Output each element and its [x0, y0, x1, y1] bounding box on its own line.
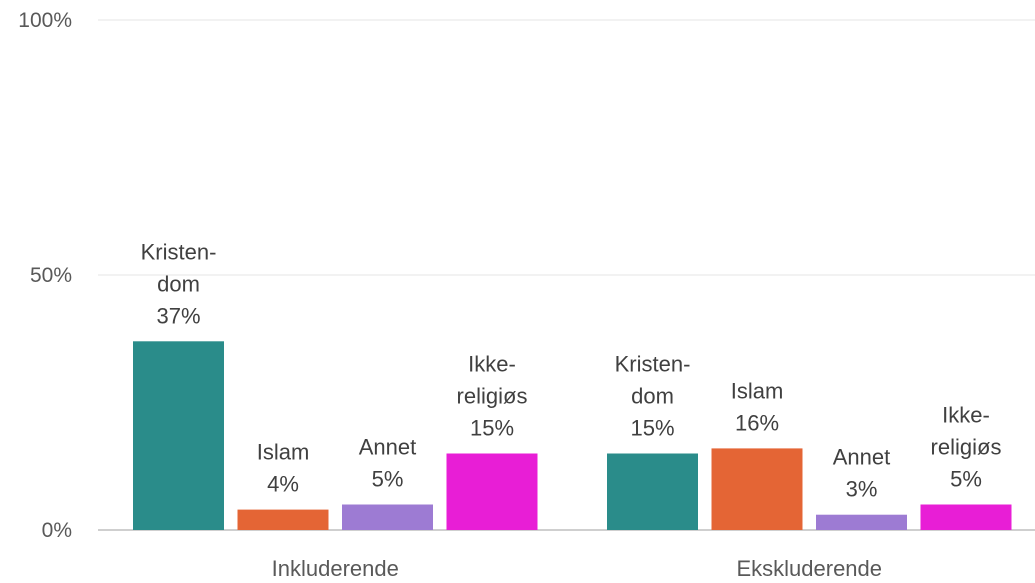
bar: [446, 453, 538, 530]
data-labels: Kristen-dom 37% Islam 4% Annet 5% Ikke-religiø…: [141, 239, 1002, 501]
data-label-value: 16%: [735, 410, 779, 435]
data-label-value: 5%: [372, 467, 404, 492]
data-label-value: 4%: [267, 472, 299, 497]
bar: [237, 509, 329, 530]
data-label-series: dom: [631, 384, 674, 409]
bar: [607, 453, 698, 530]
data-label-value: 15%: [470, 416, 514, 441]
data-label-series: Ikke-: [468, 352, 516, 377]
bar: [133, 341, 224, 530]
bar: [920, 504, 1012, 530]
bar: [342, 504, 433, 530]
data-label-series: Kristen-: [141, 239, 217, 264]
data-label-series: Annet: [359, 435, 417, 460]
gridlines: [98, 19, 1035, 531]
bar: [816, 514, 907, 530]
data-label-series: Ikke-: [942, 403, 990, 428]
y-axis-ticks: 0% 50% 100%: [18, 9, 72, 542]
y-tick-label: 50%: [30, 264, 72, 287]
data-label-series: Islam: [731, 378, 784, 403]
y-tick-label: 0%: [42, 519, 72, 542]
bars: [133, 341, 1012, 530]
y-tick-label: 100%: [18, 9, 72, 32]
data-label-value: 37%: [156, 303, 200, 328]
data-label-series: Kristen-: [615, 352, 691, 377]
category-labels: Inkluderende Ekskluderende: [272, 556, 882, 581]
data-label-series: dom: [157, 271, 200, 296]
data-label-series: Islam: [257, 440, 310, 465]
bar: [711, 448, 803, 530]
data-label-value: 5%: [950, 467, 982, 492]
category-label: Inkluderende: [272, 556, 399, 581]
data-label-series: Annet: [833, 445, 891, 470]
data-label-series: religiøs: [457, 384, 528, 409]
category-label: Ekskluderende: [736, 556, 882, 581]
data-label-series: religiøs: [931, 435, 1002, 460]
data-label-value: 3%: [846, 477, 878, 502]
data-label-value: 15%: [630, 416, 674, 441]
